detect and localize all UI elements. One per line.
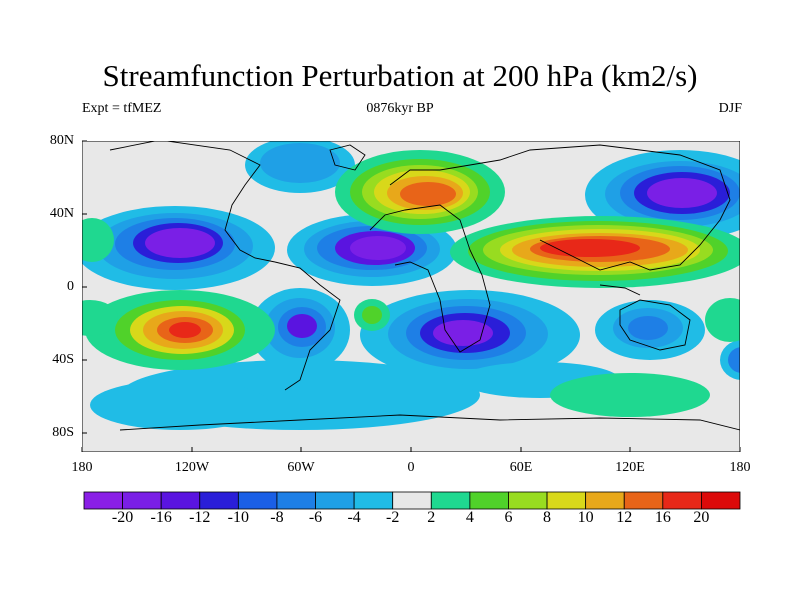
colorbar-swatch [508,491,548,510]
chart-title: Streamfunction Perturbation at 200 hPa (… [102,58,698,93]
axis-ticks [81,140,741,452]
colorbar-swatch [546,491,587,510]
season-label: DJF [718,101,742,116]
colorbar-label: -2 [386,509,400,526]
colorbar-swatch [83,491,123,510]
colorbar-label: 8 [543,509,552,526]
lat-tick-label: 80S [52,425,74,440]
negative-anomalies [82,141,740,430]
colorbar-swatch [701,491,741,510]
colorbar-label: 16 [654,509,671,526]
lat-tick-label: 80N [49,133,74,148]
coastlines [109,141,740,431]
colorbar-swatch [160,491,201,510]
colorbar-label: -12 [189,509,211,526]
colorbar-label: -4 [347,509,361,526]
colorbar-label: 6 [504,509,513,526]
lon-tick-label: 180 [71,460,93,475]
experiment-label: Expt = tfMEZ [82,101,162,116]
period-label: 0876kyr BP [366,101,434,116]
colorbar-swatch [237,491,278,510]
lon-tick-label: 120E [615,460,645,475]
colorbar-label: 10 [577,509,594,526]
colorbar-swatch [623,491,664,510]
colorbar-label: -20 [111,509,134,526]
colorbar-swatch [315,491,355,510]
colorbar-label: -6 [308,509,323,526]
colorbar-swatch [199,491,239,510]
colorbar-swatch [122,491,162,510]
colorbar-swatch [276,491,316,510]
colorbar-swatch [392,491,432,510]
lon-tick-label: 120W [174,460,210,475]
lat-tick-label: 0 [67,279,74,294]
colorbar-label: -10 [227,509,249,526]
colorbar-label: -8 [270,509,284,526]
colorbar-label: 4 [465,509,474,526]
lon-tick-label: 60W [287,460,315,475]
positive-anomalies [82,150,740,417]
colorbar-label: 2 [427,509,436,526]
colorbar-swatch [662,491,702,510]
colorbar-swatch [353,491,394,510]
lon-tick-label: 0 [407,460,415,475]
lon-tick-label: 180 [729,460,751,475]
colorbar-label: 12 [616,509,633,526]
colorbar-swatch [469,491,509,510]
colorbar-label: 20 [693,509,710,526]
lat-tick-label: 40S [52,352,74,367]
colorbar-label: -16 [150,509,172,526]
lat-tick-label: 40N [49,206,74,221]
colorbar-swatch [430,491,471,510]
colorbar-swatch [585,491,625,510]
lon-tick-label: 60E [509,460,533,475]
